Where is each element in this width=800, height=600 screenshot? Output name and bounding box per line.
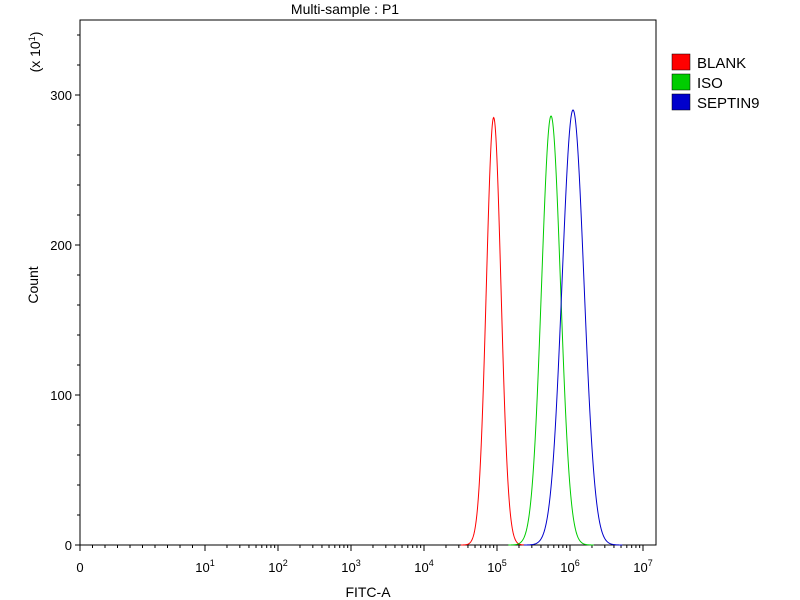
legend: BLANK ISO SEPTIN9 — [671, 53, 760, 112]
y-tick-label: 200 — [50, 238, 72, 253]
y-axis: 0 100 200 300 — [50, 34, 80, 553]
series-line-blank — [460, 116, 527, 546]
chart-title: Multi-sample : P1 — [291, 1, 399, 17]
y-multiplier-label: (x 101) — [27, 32, 43, 73]
x-tick-label: 101 — [195, 558, 214, 575]
y-tick-label: 0 — [65, 538, 72, 553]
y-axis-title: Count — [25, 266, 41, 303]
x-tick-label: 102 — [268, 558, 287, 575]
x-tick-label: 107 — [633, 558, 652, 575]
legend-swatch-blank — [671, 53, 691, 71]
series-group — [460, 109, 623, 546]
legend-label-septin9: SEPTIN9 — [697, 95, 760, 112]
plot-frame — [79, 19, 657, 546]
legend-label-iso: ISO — [697, 75, 723, 92]
y-tick-label: 100 — [50, 388, 72, 403]
y-multiplier-text: (x 10 — [27, 41, 43, 72]
x-tick-label: 104 — [414, 558, 433, 575]
y-multiplier-close: ) — [27, 32, 43, 37]
legend-swatch-septin9 — [671, 93, 691, 111]
legend-label-blank: BLANK — [697, 55, 746, 72]
x-tick-label: 103 — [341, 558, 360, 575]
x-tick-label: 0 — [76, 560, 83, 575]
y-tick-label: 300 — [50, 88, 72, 103]
x-axis-title: FITC-A — [345, 584, 391, 600]
x-axis: 0 101 102 103 104 105 106 107 — [76, 545, 653, 575]
series-line-iso — [508, 115, 594, 546]
legend-swatch-iso — [671, 73, 691, 91]
plot-border — [79, 19, 657, 546]
x-tick-label: 106 — [560, 558, 579, 575]
series-line-septin9 — [523, 109, 623, 546]
y-multiplier-exp: 1 — [27, 36, 37, 41]
x-tick-label: 105 — [487, 558, 506, 575]
